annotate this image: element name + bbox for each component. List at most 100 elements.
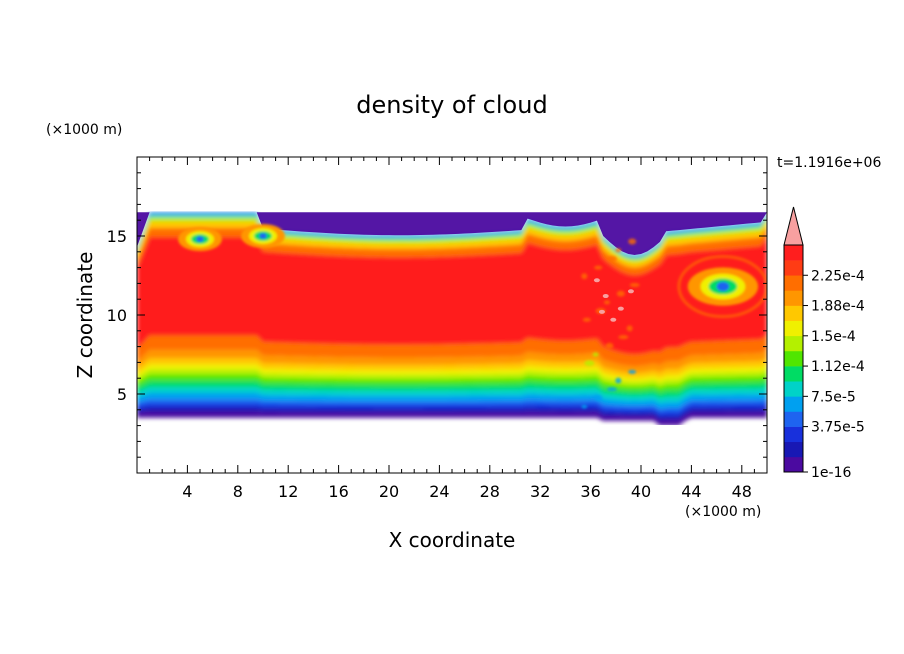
vortices (178, 224, 767, 319)
colorbar-swatch (784, 396, 803, 412)
x-unit-label: (×1000 m) (685, 504, 761, 520)
disturbance-blob (628, 369, 637, 374)
disturbance-blob (615, 248, 622, 253)
colorbar-swatch (784, 290, 803, 306)
density-band (137, 403, 767, 417)
over-range-speckle (602, 294, 609, 299)
colorbar-label: 1.12e-4 (811, 359, 865, 375)
colorbar-labels: 2.25e-4 1.88e-4 1.5e-4 1.12e-4 7.5e-5 3.75e-5… (811, 268, 865, 481)
disturbance-blob (616, 290, 625, 297)
colorbar-swatch (784, 381, 803, 397)
disturbance-blob (584, 360, 595, 367)
x-tick-label: 48 (732, 482, 752, 501)
colorbar-swatch (784, 350, 803, 367)
colorbar-swatch (784, 411, 803, 427)
x-tick-label: 28 (480, 482, 500, 501)
density-band (137, 369, 767, 388)
y-tick-labels: 5 10 15 (107, 227, 127, 404)
disturbance-blob (582, 317, 591, 322)
over-range-speckle (610, 317, 617, 322)
y-tick-label: 10 (107, 306, 127, 325)
density-field (137, 157, 767, 473)
clear-sky-top (137, 157, 767, 212)
colorbar-swatch (784, 305, 803, 321)
field-layers (137, 212, 767, 426)
over-range-speckle (598, 309, 605, 314)
cloud-top-cap (137, 212, 767, 255)
time-label: t=1.1916e+06 (777, 155, 881, 171)
axis-ticks (137, 157, 767, 473)
z-unit-label: (×1000 m) (46, 122, 122, 138)
colorbar-swatch (784, 320, 803, 337)
y-axis-label: Z coordinate (73, 252, 97, 379)
density-band (137, 386, 767, 404)
colorbar (783, 206, 808, 473)
colorbar-swatch (784, 260, 803, 276)
colorbar-label: 2.25e-4 (811, 268, 865, 284)
density-band (137, 358, 767, 378)
x-tick-label: 36 (580, 482, 600, 501)
density-band (137, 236, 767, 355)
disturbance-blob (618, 335, 629, 340)
x-tick-label: 16 (328, 482, 348, 501)
disturbance-blob (626, 325, 633, 332)
x-tick-label: 24 (429, 482, 449, 501)
colorbar-swatch (784, 441, 803, 458)
y-tick-label: 5 (117, 385, 127, 404)
colorbar-label: 1e-16 (811, 465, 851, 481)
disturbance-blob (607, 255, 618, 262)
density-band (137, 349, 767, 373)
colorbar-label: 1.88e-4 (811, 299, 865, 315)
density-band (137, 214, 767, 260)
x-tick-label: 12 (278, 482, 298, 501)
disturbance-blob (594, 265, 603, 270)
density-band (137, 217, 767, 263)
vortex-core (259, 233, 267, 239)
x-tick-labels: 4 8 12 16 20 24 28 32 36 40 44 48 (182, 482, 752, 501)
over-range-speckle (617, 306, 624, 311)
disturbance-blob (615, 377, 622, 384)
disturbance-blob (581, 404, 588, 409)
colorbar-over-arrow (783, 206, 804, 246)
over-range-speckle (627, 289, 634, 294)
colorbar-swatch (784, 456, 803, 473)
density-band (137, 221, 767, 268)
x-tick-label: 40 (631, 482, 651, 501)
density-band (137, 411, 767, 426)
density-band (137, 335, 767, 367)
disturbance-blob (605, 342, 614, 349)
y-tick-label: 15 (107, 227, 127, 246)
disturbance-blob (603, 300, 610, 305)
density-band (137, 407, 767, 421)
disturbance-blob (581, 273, 588, 280)
disturbance (581, 238, 640, 409)
density-band (137, 227, 767, 275)
colorbar-swatch (784, 245, 803, 261)
clear-sky-bottom (137, 425, 767, 473)
colorbar-swatch (784, 335, 803, 352)
density-band (137, 380, 767, 399)
density-band (137, 399, 767, 413)
x-axis-label: X coordinate (389, 528, 516, 552)
x-tick-label: 44 (681, 482, 701, 501)
colorbar-swatch (784, 426, 803, 443)
colorbar-label: 7.5e-5 (811, 389, 856, 405)
colorbar-swatch (784, 366, 803, 382)
disturbance-blob (594, 394, 603, 401)
colorbar-label: 1.5e-4 (811, 329, 856, 345)
colorbar-label: 3.75e-5 (811, 420, 865, 436)
x-tick-label: 8 (233, 482, 243, 501)
vortex-core (196, 236, 204, 243)
x-tick-label: 32 (530, 482, 550, 501)
density-band (137, 212, 767, 257)
density-band (137, 364, 767, 383)
x-tick-label: 4 (182, 482, 192, 501)
colorbar-frame (783, 244, 804, 473)
over-range-speckle (593, 278, 600, 283)
density-band (137, 393, 767, 410)
disturbance-blob (592, 352, 599, 357)
chart-title: density of cloud (356, 91, 547, 119)
x-tick-label: 20 (379, 482, 399, 501)
disturbance-blob (628, 238, 637, 245)
